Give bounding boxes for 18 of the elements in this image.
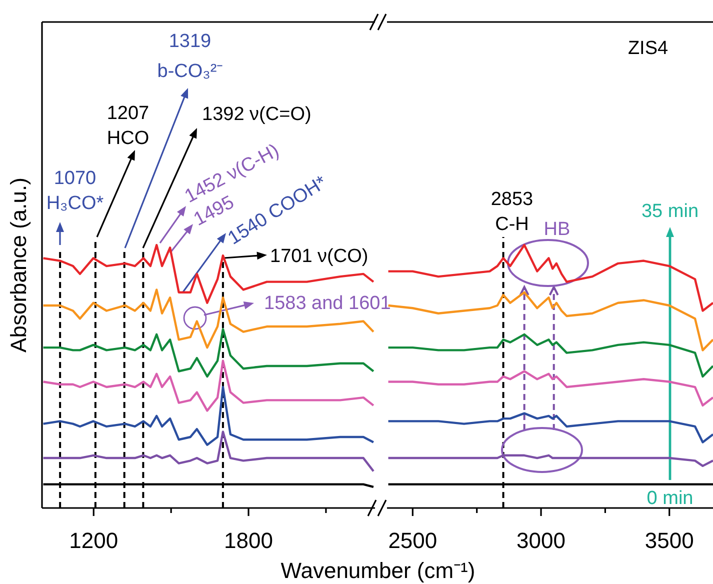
text: 1319 b-CO₃²⁻ xyxy=(157,31,223,82)
x-tick-label: 1800 xyxy=(224,528,273,553)
x-tick-label: 2500 xyxy=(388,528,438,553)
text: 1207 HCO xyxy=(106,103,150,149)
x-axis-title: Wavenumber (cm⁻¹) xyxy=(280,558,476,583)
x-tick-label: 3500 xyxy=(644,528,694,553)
text: 1392 ν(C=O) xyxy=(202,104,312,125)
text: 2853 C-H xyxy=(490,189,534,235)
x-tick-label: 3000 xyxy=(516,528,566,553)
text: 35 min xyxy=(641,201,699,222)
x-tick-label: 1200 xyxy=(69,528,118,553)
text: HB xyxy=(544,219,570,240)
text: 1070 H₃CO* xyxy=(46,168,104,214)
text: ZIS4 xyxy=(628,38,668,59)
annotation: 0 min xyxy=(646,488,694,509)
annotation: 1583 and 1601 xyxy=(264,293,391,314)
annotation: 1701 ν(CO) xyxy=(270,246,368,267)
y-axis-title: Absorbance (a.u.) xyxy=(6,178,31,352)
